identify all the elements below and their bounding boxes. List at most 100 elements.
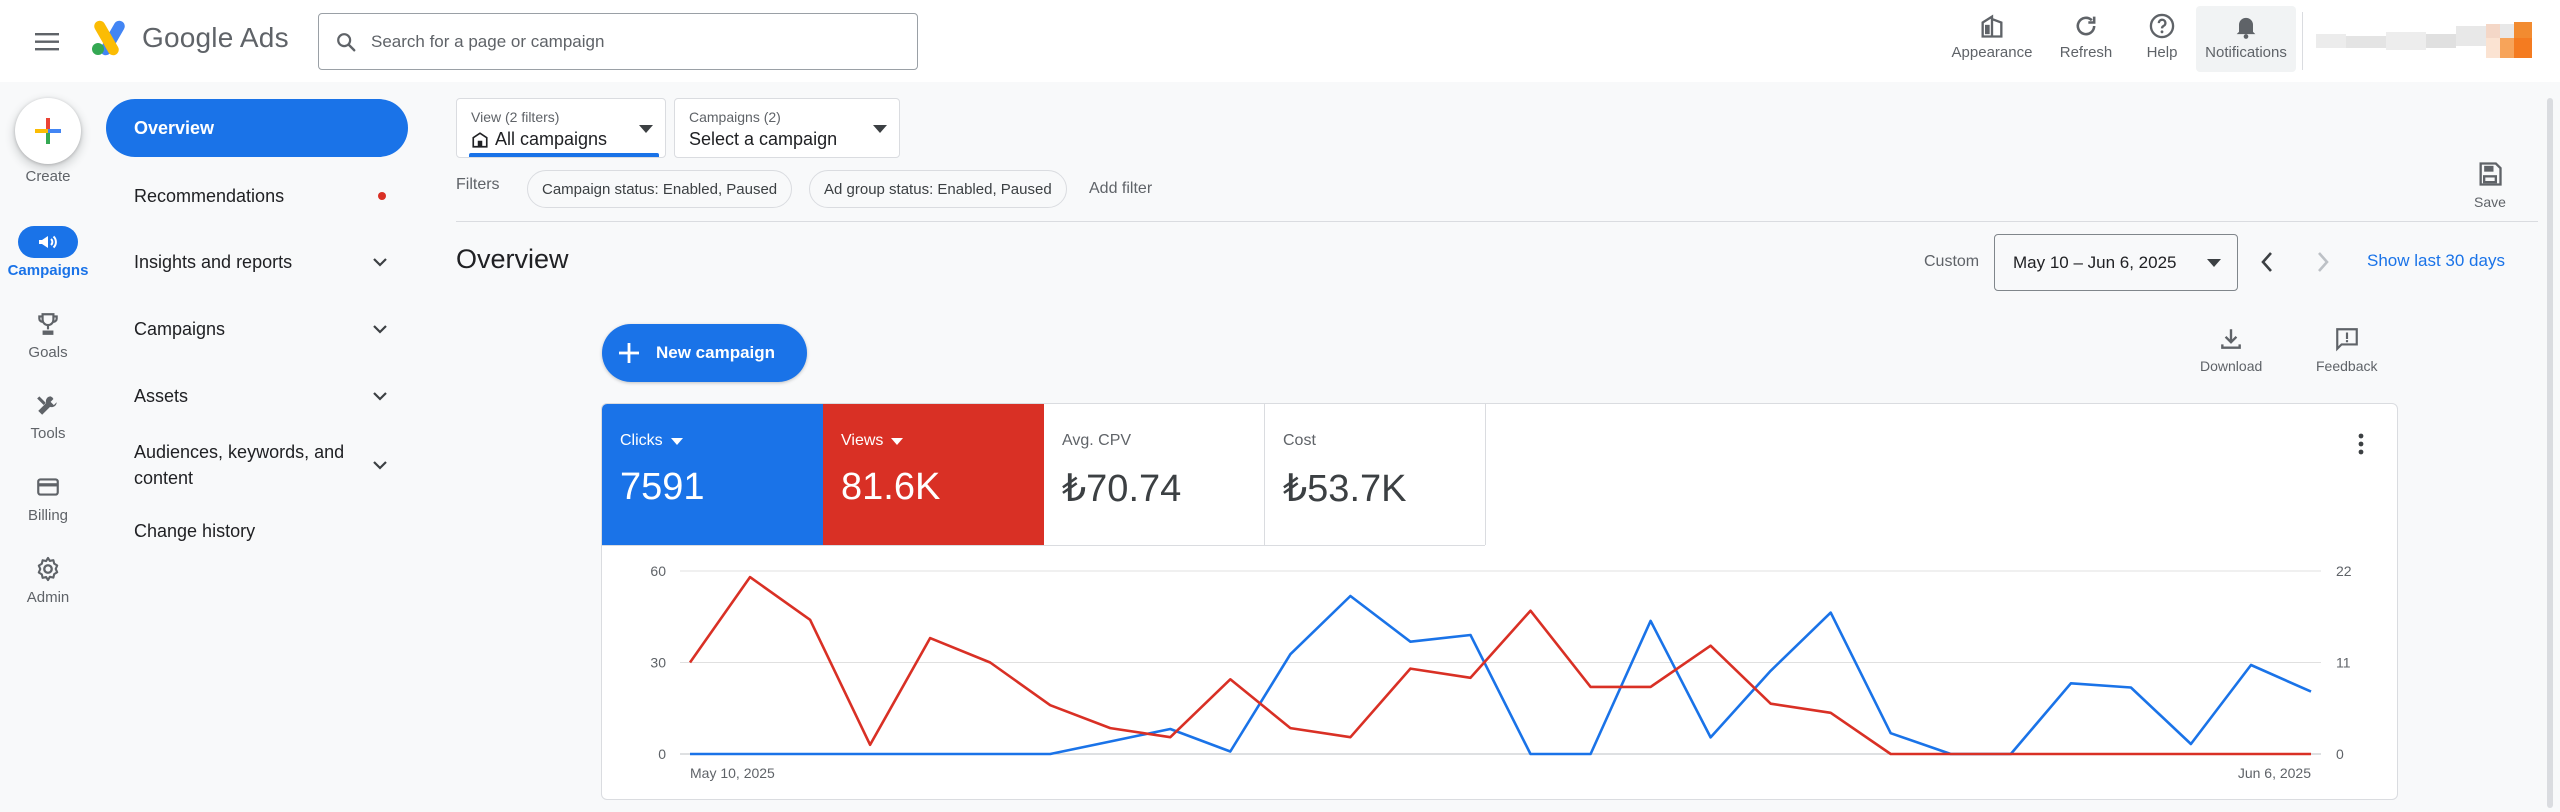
chip-label: Campaign status: Enabled, Paused <box>542 180 778 198</box>
left-axis-tick-label: 0 <box>658 746 666 762</box>
rail-item-goals[interactable]: Goals <box>0 308 96 361</box>
filter-chip-campaign-status[interactable]: Campaign status: Enabled, Paused <box>527 170 793 208</box>
metric-value: 81.6K <box>841 466 941 508</box>
right-axis-tick-label: 22 <box>2336 563 2352 579</box>
feedback-icon <box>2335 328 2358 352</box>
plus-icon <box>35 118 61 144</box>
nav-item-overview[interactable]: Overview <box>106 99 408 157</box>
chip-label: Ad group status: Enabled, Paused <box>824 180 1052 198</box>
date-range-value: May 10 – Jun 6, 2025 <box>2013 252 2177 272</box>
gear-icon <box>37 556 59 582</box>
chevron-down-icon <box>373 258 387 267</box>
filters-divider <box>456 221 2538 222</box>
google-ads-logo[interactable]: Google Ads <box>90 20 289 56</box>
scrollbar-thumb[interactable] <box>2547 98 2553 808</box>
nav-label-audiences: Audiences, keywords, and content <box>134 442 345 488</box>
campaigns-icon <box>39 235 57 249</box>
save-label: Save <box>2474 194 2506 210</box>
more-options-button[interactable] <box>2349 432 2373 456</box>
date-range-picker[interactable]: May 10 – Jun 6, 2025 <box>1994 234 2238 291</box>
account-switcher[interactable] <box>2316 22 2534 60</box>
new-campaign-button[interactable]: New campaign <box>602 324 807 382</box>
filter-chip-ad-group-status[interactable]: Ad group status: Enabled, Paused <box>809 170 1067 208</box>
nav-item-change-history[interactable]: Change history <box>106 509 408 553</box>
app-name: Google Ads <box>142 22 289 53</box>
view-selector[interactable]: View (2 filters) All campaigns <box>456 98 666 158</box>
notifications-button[interactable]: Notifications <box>2196 6 2296 72</box>
rail-item-admin[interactable]: Admin <box>0 553 96 606</box>
right-axis-tick-label: 11 <box>2336 655 2351 671</box>
campaign-selector-value: Select a campaign <box>689 129 838 149</box>
search-icon <box>337 32 356 51</box>
right-axis-tick-label: 0 <box>2336 746 2344 762</box>
nav-label-overview: Overview <box>134 117 215 138</box>
metric-label: Avg. CPV <box>1062 432 1132 449</box>
campaign-selector[interactable]: Campaigns (2) Select a campaign <box>674 98 900 158</box>
metric-tile-avg-cpv[interactable]: Avg. CPV ₺70.74 <box>1044 404 1265 545</box>
billing-pill <box>18 471 78 503</box>
metric-row-divider <box>602 545 1485 546</box>
appearance-label: Appearance <box>1951 44 2033 61</box>
nav-item-recommendations[interactable]: Recommendations <box>106 174 408 218</box>
search-input[interactable] <box>371 31 891 52</box>
chevron-left-icon <box>2261 252 2272 272</box>
download-button[interactable]: Download <box>2200 326 2262 374</box>
chevron-right-icon <box>2318 252 2329 272</box>
save-button[interactable]: Save <box>2474 160 2506 210</box>
dropdown-arrow-icon <box>873 125 887 133</box>
nav-item-audiences[interactable]: Audiences, keywords, and content <box>106 436 408 494</box>
metric-tile-cost[interactable]: Cost ₺53.7K <box>1265 404 1486 545</box>
feedback-button[interactable]: Feedback <box>2316 326 2377 374</box>
bell-icon <box>2236 17 2256 39</box>
nav-item-campaigns[interactable]: Campaigns <box>106 307 408 351</box>
add-filter-link[interactable]: Add filter <box>1089 180 1153 197</box>
view-selector-value: All campaigns <box>495 129 608 149</box>
nav-item-insights-and-reports[interactable]: Insights and reports <box>106 240 408 284</box>
date-range-type-label: Custom <box>1924 253 1980 270</box>
notifications-label: Notifications <box>2205 44 2287 61</box>
page-scrollbar[interactable] <box>2544 88 2556 808</box>
rail-item-billing[interactable]: Billing <box>0 471 96 524</box>
download-label: Download <box>2200 358 2263 374</box>
feedback-label: Feedback <box>2316 358 2378 374</box>
appearance-icon <box>1981 14 2003 38</box>
nav-label-assets: Assets <box>134 385 189 406</box>
series-line-views <box>688 575 2311 756</box>
metric-tile-clicks[interactable]: Clicks 7591 <box>602 404 823 545</box>
refresh-icon <box>2076 16 2096 36</box>
header-divider <box>2302 12 2303 70</box>
performance-card: Clicks 7591 Views 81.6K Avg. CPV ₺70.74 … <box>601 403 2398 800</box>
dropdown-arrow-icon <box>2207 259 2221 267</box>
metric-tile-views[interactable]: Views 81.6K <box>823 404 1044 545</box>
create-button[interactable]: Create <box>0 98 96 185</box>
next-period-button[interactable] <box>2307 246 2339 278</box>
rail-label-admin: Admin <box>26 589 70 606</box>
save-icon <box>2479 162 2502 186</box>
left-axis-tick-label: 30 <box>650 655 666 671</box>
series-line-clicks <box>690 594 2312 756</box>
chevron-down-icon <box>373 392 387 401</box>
metric-label: Cost <box>1283 432 1316 449</box>
metric-value: ₺53.7K <box>1283 468 1407 510</box>
show-last-30-days-link[interactable]: Show last 30 days <box>2367 251 2505 270</box>
refresh-label: Refresh <box>2059 44 2113 61</box>
search-box[interactable] <box>318 13 918 70</box>
help-label: Help <box>2146 44 2178 61</box>
create-fab[interactable] <box>15 98 81 164</box>
chevron-down-icon <box>373 461 387 470</box>
campaign-selector-value-row: Select a campaign <box>689 129 885 150</box>
main-menu-button[interactable] <box>28 22 68 62</box>
metric-label: Clicks <box>620 432 663 449</box>
rail-item-campaigns[interactable]: Campaigns <box>0 226 96 279</box>
rail-label-tools: Tools <box>30 425 66 442</box>
help-button[interactable]: Help <box>2132 6 2192 72</box>
tools-icon <box>37 396 57 415</box>
nav-item-assets[interactable]: Assets <box>106 374 408 418</box>
metric-label-row: Clicks <box>620 432 805 450</box>
rail-item-tools[interactable]: Tools <box>0 389 96 442</box>
rail-label-campaigns: Campaigns <box>7 262 89 279</box>
refresh-button[interactable]: Refresh <box>2046 6 2126 72</box>
appearance-button[interactable]: Appearance <box>1942 6 2042 72</box>
previous-period-button[interactable] <box>2251 246 2283 278</box>
goals-pill <box>18 308 78 340</box>
